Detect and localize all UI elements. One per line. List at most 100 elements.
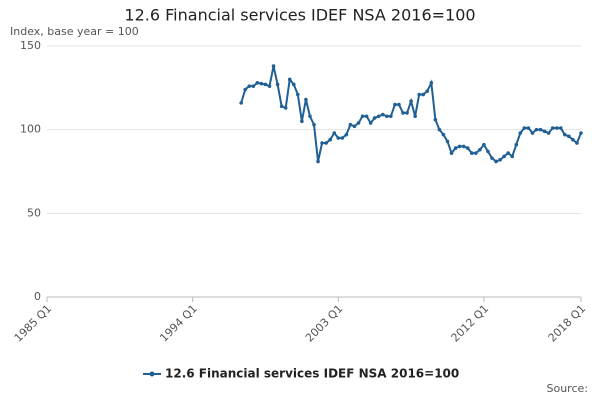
point: [453, 146, 458, 150]
point: [348, 122, 353, 127]
point: [433, 117, 438, 122]
point: [575, 141, 579, 145]
point: [393, 102, 397, 107]
point: [300, 119, 304, 124]
point: [247, 84, 252, 88]
point: [259, 81, 264, 86]
point: [534, 127, 539, 132]
point: [478, 147, 482, 152]
chart-title: 12.6 Financial services IDEF NSA 2016=10…: [124, 6, 475, 25]
source: Source:: [547, 382, 589, 395]
point: [474, 151, 478, 155]
point: [328, 137, 332, 142]
point: [449, 151, 454, 155]
y-tick-label: 150: [20, 39, 41, 52]
x-tick-label: 1994 Q1: [157, 302, 200, 345]
point: [413, 114, 417, 119]
point: [409, 99, 413, 104]
point: [498, 157, 502, 162]
point: [239, 101, 243, 105]
point: [526, 126, 531, 130]
point: [287, 77, 292, 82]
legend-marker: [149, 371, 155, 377]
point: [437, 127, 442, 132]
point: [356, 121, 361, 125]
point: [510, 154, 515, 159]
point: [385, 114, 389, 119]
point: [538, 127, 543, 132]
point: [482, 142, 486, 147]
point: [401, 111, 405, 115]
point: [465, 146, 470, 150]
x-tick-label: 1985 Q1: [12, 302, 55, 345]
point: [267, 84, 272, 88]
point: [336, 136, 341, 140]
point: [490, 156, 494, 160]
point: [425, 89, 430, 93]
point: [445, 139, 450, 144]
point: [352, 124, 357, 129]
point: [554, 126, 559, 130]
point: [558, 126, 563, 130]
x-tick-label: 2012 Q1: [449, 302, 492, 345]
point: [494, 159, 498, 164]
y-tick-label: 50: [27, 206, 41, 219]
point: [320, 141, 324, 145]
point: [308, 114, 312, 119]
point: [304, 97, 308, 102]
line: [240, 65, 582, 163]
point: [340, 136, 345, 140]
x-tick-label: 2018 Q1: [546, 302, 589, 345]
point: [579, 131, 583, 135]
legend-label: 12.6 Financial services IDEF NSA 2016=10…: [165, 367, 459, 381]
point: [364, 114, 369, 119]
point: [291, 82, 296, 87]
point: [469, 151, 474, 155]
point: [514, 142, 519, 147]
point: [457, 144, 462, 149]
point: [530, 131, 535, 135]
point: [296, 92, 300, 97]
point: [518, 131, 523, 135]
point: [417, 92, 421, 97]
point: [522, 126, 527, 130]
point: [344, 132, 349, 137]
point: [376, 114, 381, 119]
y-tick-label: 100: [20, 123, 41, 136]
point: [571, 137, 575, 142]
point: [421, 92, 426, 97]
point: [441, 132, 446, 137]
chart-subtitle: Index, base year = 100: [10, 25, 139, 38]
point: [563, 132, 567, 137]
point: [380, 112, 385, 117]
point: [279, 104, 284, 109]
point: [283, 106, 288, 110]
point: [502, 154, 506, 159]
point: [316, 159, 320, 164]
point: [312, 122, 316, 127]
point: [275, 82, 280, 87]
point: [550, 126, 555, 130]
point: [397, 102, 401, 107]
point: [405, 111, 409, 115]
point: [546, 131, 551, 135]
point: [368, 121, 373, 125]
point: [360, 114, 365, 119]
point: [243, 87, 248, 92]
point: [324, 141, 328, 145]
point: [332, 131, 337, 135]
point: [271, 64, 276, 68]
point: [251, 84, 256, 88]
point: [255, 81, 260, 85]
point: [263, 82, 268, 87]
point: [372, 116, 377, 120]
y-tick-label: 0: [34, 290, 41, 303]
point: [506, 151, 510, 155]
point: [389, 114, 393, 119]
point: [542, 129, 547, 134]
x-tick-label: 2003 Q1: [303, 302, 346, 345]
point: [461, 144, 466, 149]
point: [486, 149, 490, 154]
point: [567, 134, 571, 139]
